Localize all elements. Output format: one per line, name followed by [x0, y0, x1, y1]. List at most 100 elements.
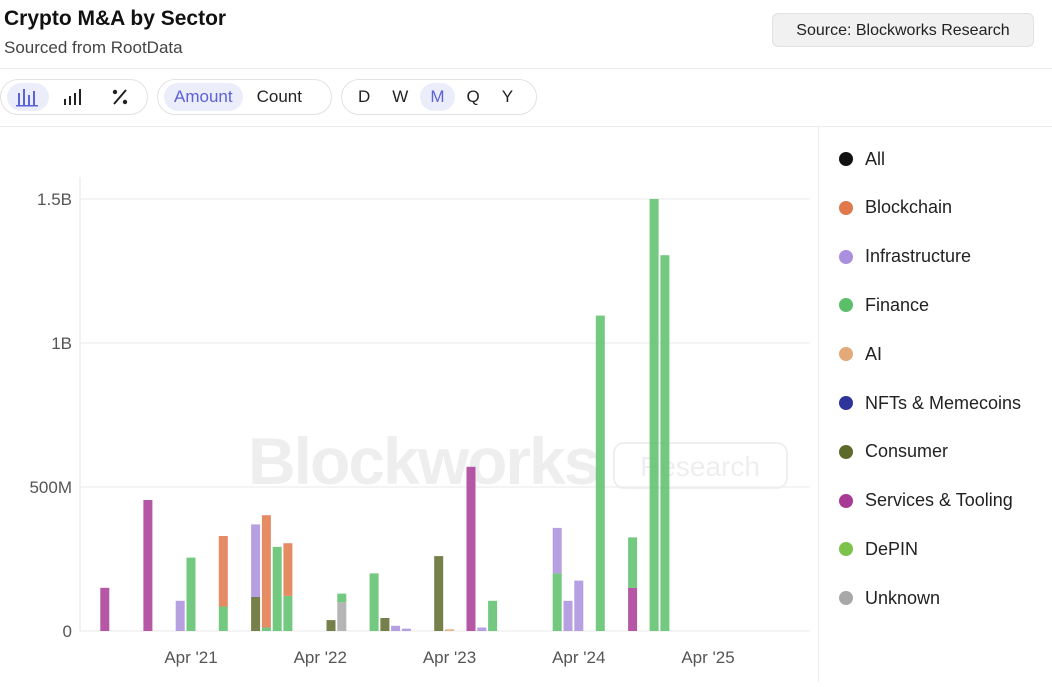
legend-dot	[839, 396, 853, 410]
legend: All Blockchain Infrastructure Finance AI NFTs…	[818, 127, 1052, 682]
chart-area: Blockworks Research 0 500M 1B 1.5B Apr '21 Ap…	[0, 127, 818, 682]
bar-segment[interactable]	[326, 620, 336, 631]
bar-chart-icon	[64, 89, 81, 105]
legend-dot	[839, 249, 853, 264]
percent-icon	[112, 89, 128, 105]
bar-segment[interactable]	[574, 580, 584, 631]
y-tick-label: 1B	[51, 334, 72, 353]
x-tick-label: Apr '21	[164, 648, 217, 667]
period-quarter-button[interactable]: Q	[466, 87, 480, 106]
bar-segment[interactable]	[488, 600, 498, 631]
bar-segment[interactable]	[283, 595, 293, 631]
y-tick-label: 0	[63, 622, 72, 641]
legend-item[interactable]: Infrastructure	[839, 245, 971, 269]
bar-chart: Blockworks Research 0 500M 1B 1.5B Apr '21 Ap…	[29, 177, 810, 667]
bar-chart-button[interactable]	[53, 83, 95, 111]
y-tick-label: 1.5B	[37, 190, 72, 209]
bar-segment[interactable]	[401, 628, 411, 631]
legend-label: All	[865, 148, 886, 169]
bar-segment[interactable]	[466, 466, 476, 631]
metric-amount-button[interactable]: Amount	[164, 83, 243, 111]
x-tick-label: Apr '24	[552, 648, 605, 667]
legend-item[interactable]: NFTs & Memecoins	[839, 391, 1021, 415]
legend-dot	[839, 347, 853, 362]
legend-dot	[839, 493, 853, 508]
legend-label: Services & Tooling	[865, 490, 1013, 511]
metric-toggle: Amount Count	[157, 79, 332, 115]
grouped-bar-chart-button[interactable]	[7, 83, 49, 111]
bar-segment[interactable]	[391, 625, 401, 631]
legend-dot	[839, 200, 853, 215]
bar-segment[interactable]	[272, 546, 282, 631]
bar-segment[interactable]	[251, 524, 261, 597]
source-badge[interactable]: Source: Blockworks Research	[772, 13, 1034, 47]
bar-segment[interactable]	[649, 199, 659, 631]
grouped-bar-chart-icon	[16, 89, 38, 107]
bar-segment[interactable]	[369, 573, 379, 631]
watermark: Blockworks Research	[248, 424, 788, 498]
period-toggle: D W M Q Y	[341, 79, 537, 115]
page-subtitle: Sourced from RootData	[4, 38, 183, 57]
legend-label: Blockchain	[865, 197, 953, 218]
legend-label: Unknown	[865, 587, 941, 608]
bar-segment[interactable]	[337, 602, 347, 631]
bar-segment[interactable]	[261, 515, 271, 628]
percent-button[interactable]	[99, 83, 141, 111]
bar-segment[interactable]	[100, 587, 110, 631]
legend-item[interactable]: Blockchain	[839, 196, 952, 220]
bar-segment[interactable]	[563, 600, 573, 631]
bar-segment[interactable]	[283, 543, 293, 596]
legend-item[interactable]: AI	[839, 342, 882, 366]
bar-segment[interactable]	[380, 618, 390, 631]
bar-segment[interactable]	[143, 500, 153, 631]
x-tick-label: Apr '22	[294, 648, 347, 667]
metric-count-button[interactable]: Count	[256, 87, 302, 106]
bar-segment[interactable]	[175, 600, 185, 631]
period-month-button[interactable]: M	[420, 83, 455, 111]
bar-segment[interactable]	[660, 255, 670, 631]
bar-segment[interactable]	[445, 629, 454, 631]
legend-label: NFTs & Memecoins	[865, 392, 1022, 413]
period-day-button[interactable]: D	[358, 87, 371, 106]
legend-item[interactable]: Finance	[839, 293, 929, 317]
bar-segment[interactable]	[337, 593, 347, 603]
x-tick-label: Apr '25	[681, 648, 734, 667]
legend-dot	[839, 152, 853, 166]
chart-mode-toggle	[0, 79, 148, 115]
legend-dot	[839, 298, 853, 313]
bar-segment[interactable]	[261, 627, 271, 632]
legend-item[interactable]: DePIN	[839, 537, 918, 561]
bars-layer	[100, 199, 670, 632]
bar-segment[interactable]	[628, 587, 638, 631]
bar-segment[interactable]	[477, 627, 487, 632]
axis-layer: 0 500M 1B 1.5B Apr '21 Apr '22 Apr '23 Apr '24 A…	[29, 190, 734, 667]
bar-segment[interactable]	[218, 606, 228, 632]
bar-segment[interactable]	[595, 315, 605, 631]
period-year-button[interactable]: Y	[501, 87, 514, 106]
chart-toolbar: Amount Count D W M Q Y	[0, 68, 1052, 127]
bar-segment[interactable]	[552, 527, 562, 574]
y-tick-label: 500M	[29, 478, 72, 497]
legend-item[interactable]: All	[839, 147, 885, 171]
legend-dot	[839, 591, 853, 606]
legend-item[interactable]: Unknown	[839, 586, 940, 610]
watermark-tag: Research	[640, 451, 760, 482]
legend-dot	[839, 542, 853, 557]
watermark-tag-box	[613, 442, 788, 489]
bar-segment[interactable]	[434, 556, 444, 631]
chart-header: Crypto M&A by Sector Sourced from RootDa…	[0, 0, 1052, 69]
legend-label: Consumer	[865, 441, 949, 462]
legend-item[interactable]: Consumer	[839, 440, 948, 464]
legend-label: Finance	[865, 294, 930, 315]
legend-dot	[839, 444, 853, 459]
legend-item[interactable]: Services & Tooling	[839, 489, 1013, 513]
bar-segment[interactable]	[218, 536, 228, 607]
legend-label: Infrastructure	[865, 246, 972, 267]
bar-segment[interactable]	[251, 597, 261, 631]
bar-segment[interactable]	[186, 557, 196, 631]
bar-segment[interactable]	[552, 573, 562, 631]
bar-segment[interactable]	[628, 537, 638, 588]
watermark-brand: Blockworks	[248, 424, 598, 498]
page-title: Crypto M&A by Sector	[4, 7, 227, 30]
period-week-button[interactable]: W	[392, 87, 409, 106]
